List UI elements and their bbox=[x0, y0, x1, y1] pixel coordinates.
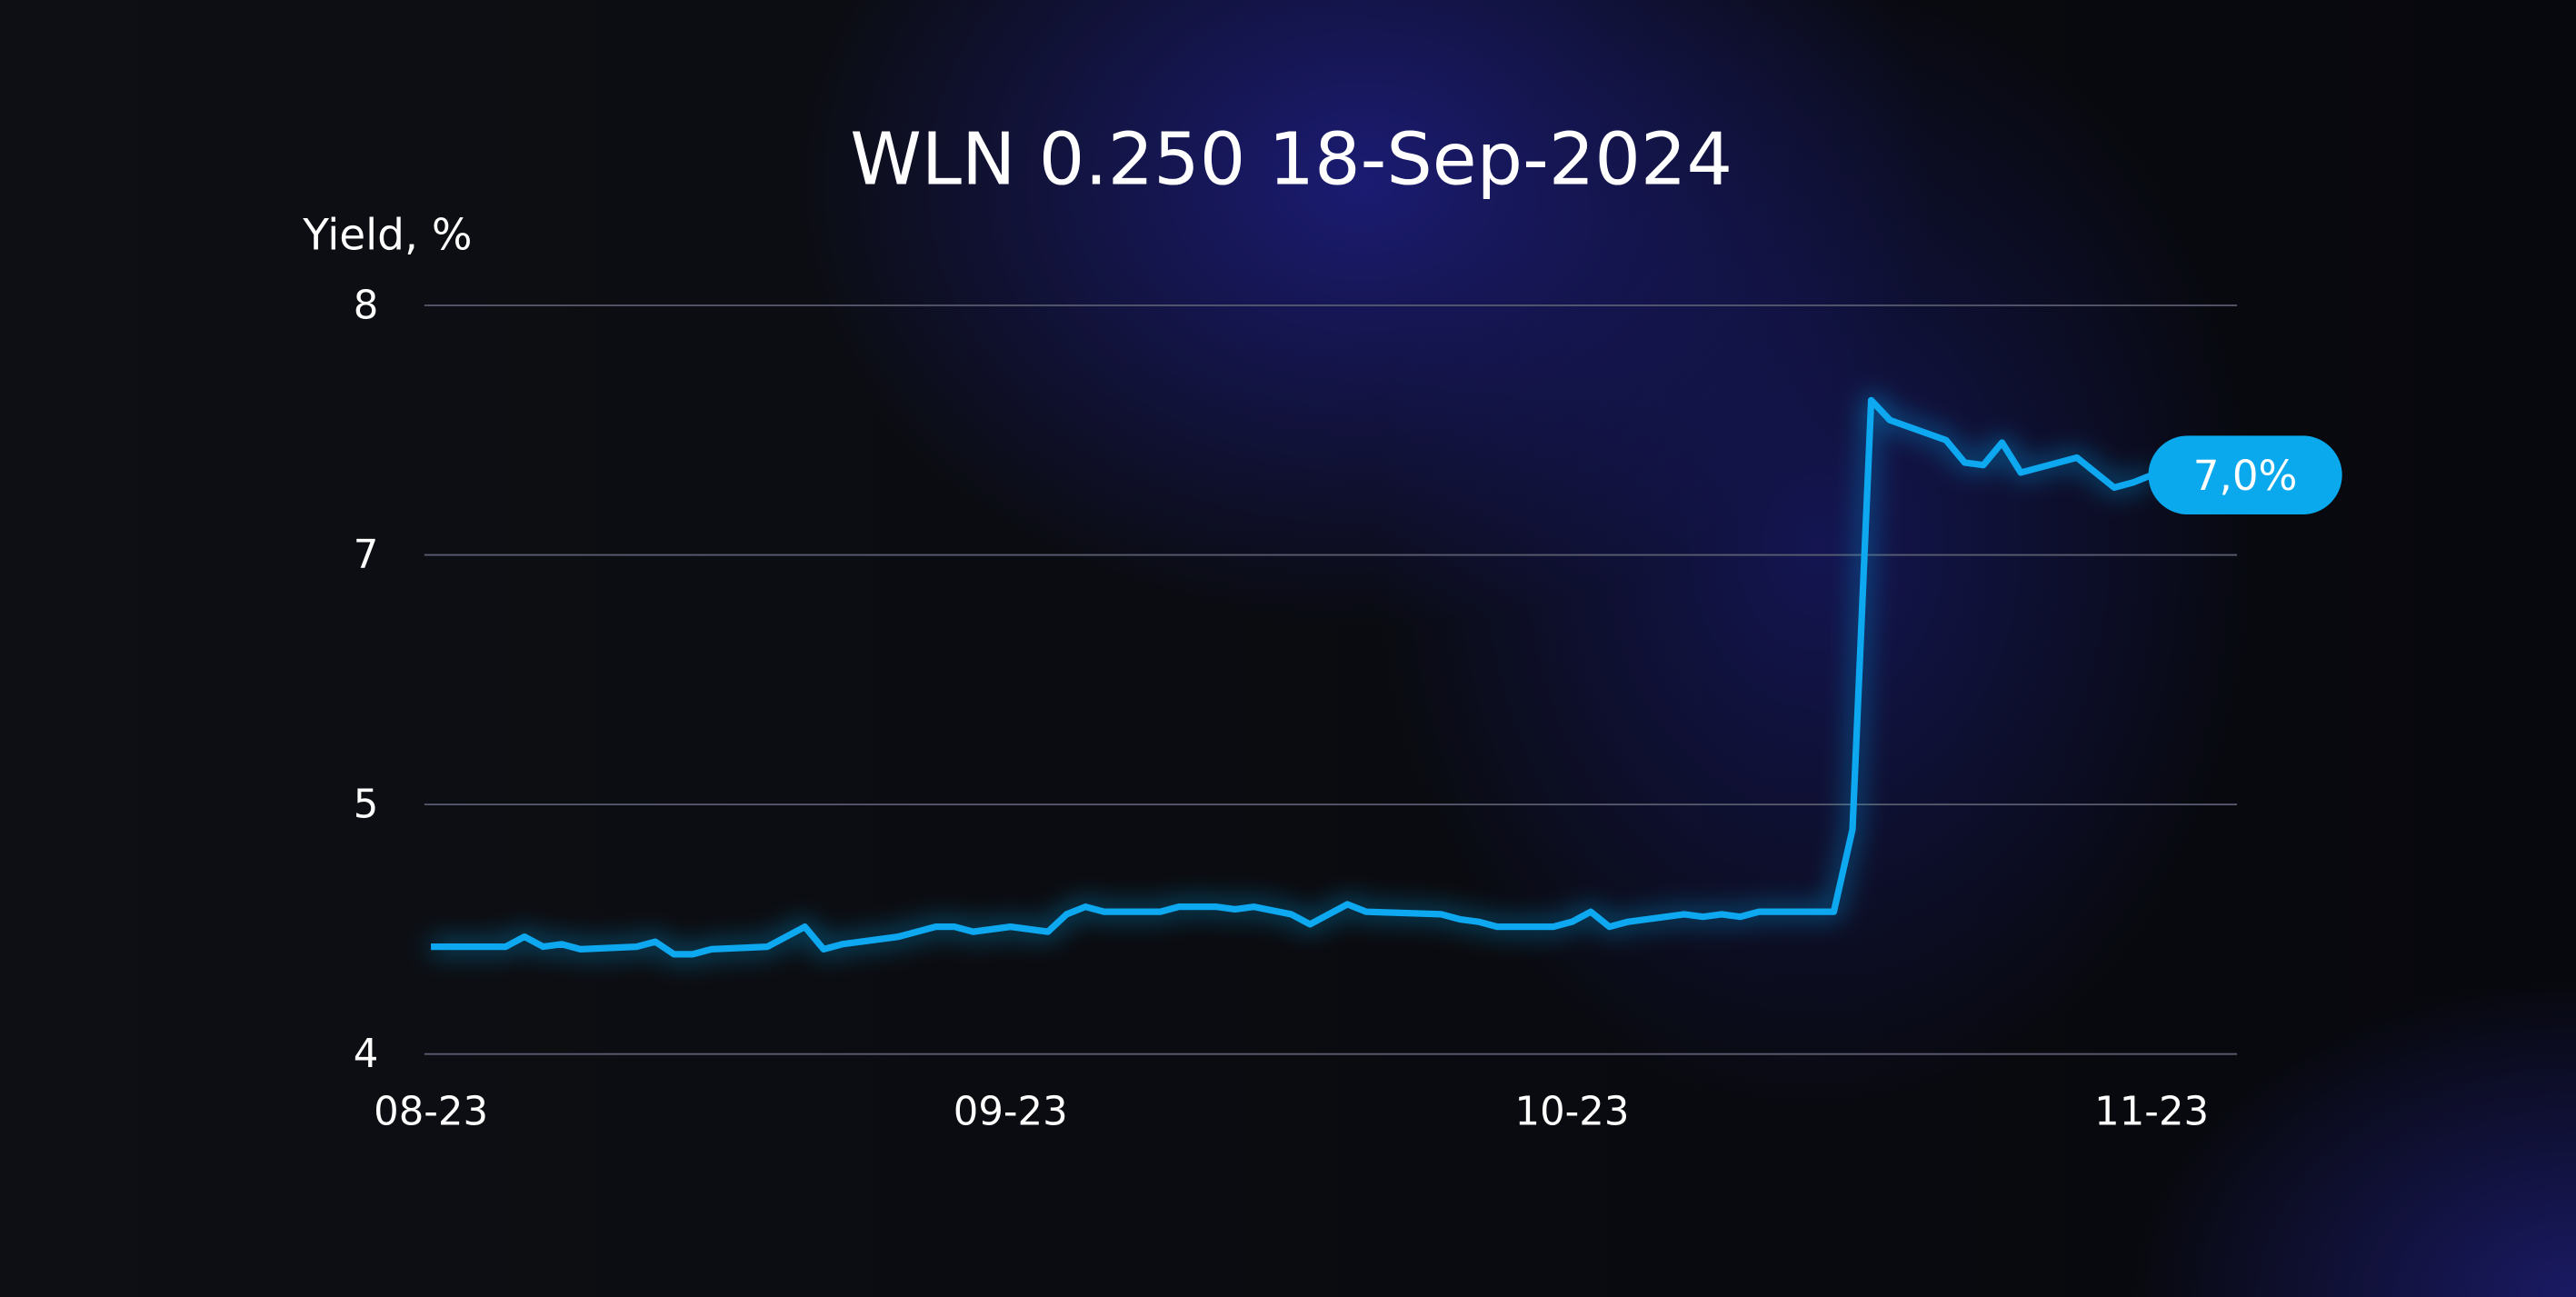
x-tick-label: 09-23 bbox=[954, 1089, 1068, 1134]
yield-series-line bbox=[431, 396, 2153, 958]
last-value-label: 7,0% bbox=[2193, 452, 2298, 500]
last-value-badge bbox=[2148, 435, 2342, 515]
x-tick-label: 11-23 bbox=[2094, 1089, 2209, 1134]
y-axis-label: Yield, % bbox=[302, 211, 472, 261]
x-tick-label: 10-23 bbox=[1515, 1089, 1630, 1134]
y-tick-label: 5 bbox=[354, 783, 379, 828]
y-tick-label: 8 bbox=[354, 283, 379, 328]
chart-title: WLN 0.250 18-Sep-2024 bbox=[850, 116, 1732, 201]
y-tick-label: 7 bbox=[354, 533, 379, 578]
x-tick-label: 08-23 bbox=[374, 1089, 488, 1134]
y-tick-label: 4 bbox=[354, 1032, 379, 1077]
